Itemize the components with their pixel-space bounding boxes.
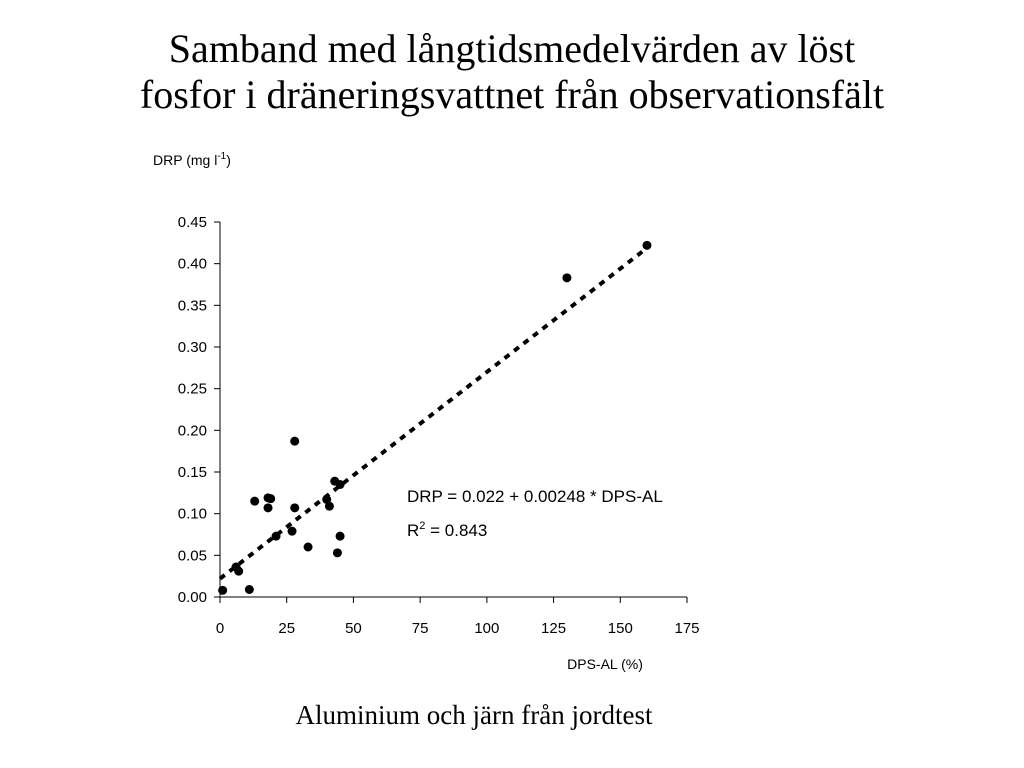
data-point (263, 503, 273, 513)
regression-equation: DRP = 0.022 + 0.00248 * DPS-AL (407, 487, 663, 506)
r-squared-prefix: R (407, 521, 419, 540)
x-tick-label: 50 (345, 620, 362, 637)
data-point (244, 585, 254, 594)
y-tick-label: 0.10 (178, 506, 207, 523)
data-point (234, 566, 244, 576)
data-point (324, 501, 334, 511)
slide-title-line-2: fosfor i dräneringsvattnet från observat… (139, 72, 885, 117)
y-tick-label: 0.40 (178, 256, 207, 273)
y-tick-label: 0.00 (178, 589, 207, 606)
data-point (218, 585, 228, 595)
x-tick-label: 0 (216, 620, 224, 637)
data-point (335, 531, 345, 541)
data-point (290, 436, 300, 446)
y-tick-label: 0.45 (178, 214, 207, 231)
data-point (335, 480, 345, 489)
x-tick-label: 150 (608, 620, 633, 637)
y-axis-title-end: ) (226, 152, 231, 168)
r-squared-value: = 0.843 (425, 521, 487, 540)
caption: Aluminium och järn från jordtest (295, 700, 653, 730)
data-point (271, 531, 281, 541)
y-tick-label: 0.35 (178, 297, 207, 314)
x-tick-label: 25 (278, 620, 295, 637)
data-point (562, 273, 572, 283)
y-axis-title: DRP (mg l-1) (153, 151, 231, 168)
x-tick-label: 75 (412, 620, 429, 637)
y-tick-label: 0.15 (178, 464, 207, 481)
y-tick-label: 0.25 (178, 381, 207, 398)
data-point (290, 503, 300, 513)
data-point (287, 526, 297, 536)
x-tick-label: 100 (474, 620, 499, 637)
data-point (266, 494, 276, 504)
y-axis-title-sup: -1 (217, 151, 226, 162)
y-tick-label: 0.30 (178, 339, 207, 356)
x-axis-title: DPS-AL (%) (567, 656, 643, 672)
x-tick-label: 125 (541, 620, 566, 637)
x-tick-label: 175 (674, 620, 699, 637)
slide-title-line-1: Samband med långtidsmedelvärden av löst (168, 26, 856, 71)
y-tick-label: 0.05 (178, 547, 207, 564)
data-point (642, 240, 652, 250)
data-point (332, 548, 342, 558)
slide-title: Samband med långtidsmedelvärden av löst … (0, 26, 1024, 118)
data-point (250, 496, 260, 506)
r-squared-sup: 2 (419, 520, 425, 532)
r-squared-label: R2 = 0.843 (407, 520, 487, 540)
y-tick-label: 0.20 (178, 422, 207, 439)
y-axis-title-main: DRP (mg l (153, 152, 217, 168)
data-point (303, 542, 313, 552)
